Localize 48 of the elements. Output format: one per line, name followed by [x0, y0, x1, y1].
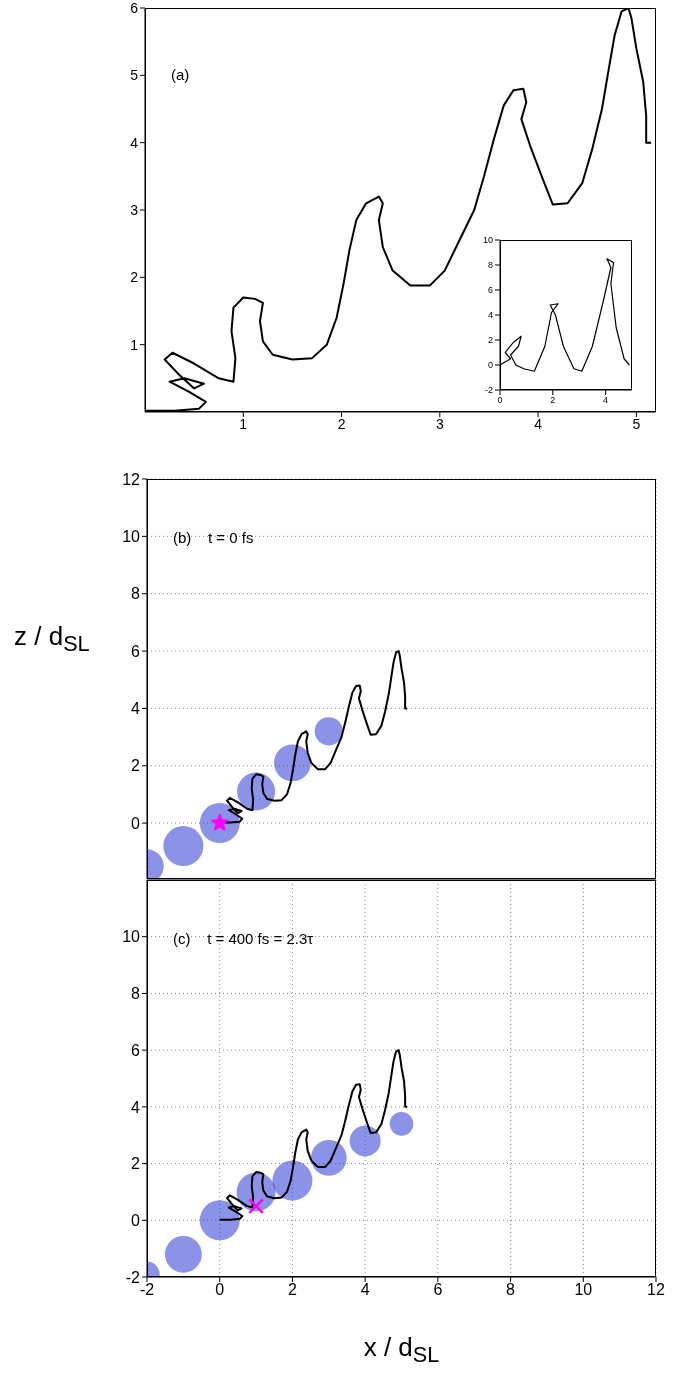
y-tick-label: 6	[130, 0, 139, 16]
x-tick-label: 4	[360, 1281, 370, 1299]
x-tick-label: 6	[433, 1281, 443, 1299]
annotation: (a)	[171, 66, 190, 83]
annotation: (c) t = 400 fs = 2.3τ	[173, 930, 314, 947]
y-tick-label: 2	[131, 757, 141, 775]
x-tick-label: 4	[603, 395, 609, 406]
x-tick-label: 4	[534, 415, 543, 432]
x-tick-label: 2	[550, 395, 556, 406]
y-tick-label: 6	[487, 285, 493, 296]
y-tick-label: 4	[130, 134, 139, 151]
y-tick-label: 10	[122, 928, 141, 946]
annotation: (b) t = 0 fs	[173, 529, 254, 546]
x-tick-label: 1	[239, 415, 248, 432]
y-tick-label: 10	[122, 528, 141, 546]
line-series	[218, 1049, 408, 1221]
x-tick-label: 2	[337, 415, 346, 432]
y-tick-label: 4	[131, 700, 141, 718]
y-tick-label: 12	[122, 470, 141, 488]
y-tick-label: 1	[130, 336, 139, 353]
y-tick-label: -2	[125, 1268, 141, 1286]
y-tick-label: 3	[130, 201, 139, 218]
x-tick-label: 3	[435, 415, 444, 432]
y-tick-label: 2	[130, 269, 139, 286]
x-tick-label: 10	[574, 1281, 593, 1299]
y-tick-label: 4	[487, 310, 493, 321]
x-tick-label: 2	[287, 1281, 297, 1299]
y-tick-label: 0	[487, 360, 493, 371]
x-tick-label: 0	[215, 1281, 225, 1299]
y-tick-label: 4	[131, 1098, 141, 1116]
y-tick-label: 2	[131, 1155, 141, 1173]
y-tick-label: 6	[131, 1041, 141, 1059]
x-tick-label: 5	[632, 415, 641, 432]
y-tick-label: -2	[484, 385, 493, 396]
y-tick-label: 8	[487, 260, 493, 271]
x-tick-label: 8	[506, 1281, 516, 1299]
y-tick-label: 2	[487, 335, 493, 346]
y-tick-label: 0	[131, 814, 141, 832]
y-tick-label: 5	[130, 67, 139, 84]
y-axis-title: z / d$_{SL}$	[14, 621, 90, 658]
y-tick-label: 10	[482, 235, 493, 246]
x-axis-title: x / d$_{SL}$	[362, 1332, 441, 1369]
y-tick-label: 0	[131, 1211, 141, 1229]
x-tick-label: 12	[647, 1281, 665, 1299]
x-tick-label: 0	[497, 395, 503, 406]
y-tick-label: 8	[131, 585, 141, 603]
y-tick-label: 8	[131, 985, 141, 1003]
y-tick-label: 6	[131, 642, 141, 660]
